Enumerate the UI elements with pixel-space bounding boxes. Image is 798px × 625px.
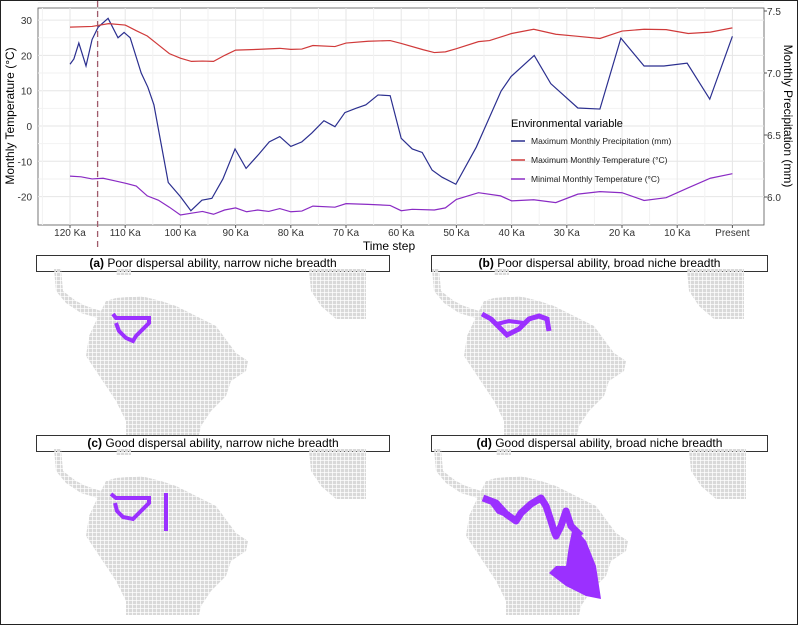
x-tick-label: 70 Ka <box>333 228 360 239</box>
series-line-1 <box>69 23 733 63</box>
map-d <box>434 449 746 615</box>
range-c <box>109 492 151 522</box>
panel-letter: (d) <box>476 436 492 450</box>
map-b <box>432 269 744 435</box>
panel-title-a: (a) Poor dispersal ability, narrow niche… <box>36 255 390 272</box>
map-c <box>54 449 366 615</box>
y-right-tick-label: 6.5 <box>767 131 781 142</box>
legend-label-1: Maximum Monthly Temperature (°C) <box>531 155 668 165</box>
y-right-tick-label: 6.0 <box>767 193 781 204</box>
range-d-body <box>549 526 601 599</box>
x-tick-label: 80 Ka <box>278 228 305 239</box>
y-tick-label: -10 <box>18 157 33 168</box>
panel-caption: Poor dispersal ability, broad niche brea… <box>493 256 721 270</box>
y-axis-right-title: Monthly Precipitation (mm) <box>781 45 795 188</box>
panel-letter: (b) <box>478 256 494 270</box>
panel-caption: Poor dispersal ability, narrow niche bre… <box>104 256 337 270</box>
panel-letter: (c) <box>87 436 103 450</box>
x-tick-label: 110 Ka <box>110 228 141 239</box>
x-tick-label: 10 Ka <box>664 228 691 239</box>
y-tick-label: 20 <box>21 51 33 62</box>
legend-label-0: Maximum Monthly Precipitation (mm) <box>531 136 671 146</box>
x-axis-title: Time step <box>363 239 416 253</box>
x-tick-label: 100 Ka <box>165 228 197 239</box>
y-tick-label: -20 <box>18 193 33 204</box>
y-tick-label: 30 <box>21 16 33 27</box>
x-tick-label: 40 Ka <box>499 228 526 239</box>
panel-title-b: (b) Poor dispersal ability, broad niche … <box>431 255 768 272</box>
range-d-loop <box>490 501 511 518</box>
legend: Environmental variable Maximum Monthly P… <box>511 118 671 184</box>
y-tick-label: 0 <box>26 122 32 133</box>
x-tick-label: 120 Ka <box>54 228 86 239</box>
x-tick-label: Present <box>715 228 750 239</box>
range-b-inner <box>496 317 531 326</box>
panel-title-d: (d) Good dispersal ability, broad niche … <box>431 435 768 452</box>
y-axis-title: Monthly Temperature (°C) <box>3 47 17 184</box>
panel-title-c: (c) Good dispersal ability, narrow niche… <box>36 435 390 452</box>
range-d <box>481 494 584 540</box>
x-tick-label: 60 Ka <box>388 228 415 239</box>
range-a <box>111 312 151 344</box>
panel-caption: Good dispersal ability, narrow niche bre… <box>102 436 339 450</box>
series-line-0 <box>69 17 733 212</box>
series-line-2 <box>69 173 733 216</box>
x-tick-label: 30 Ka <box>554 228 581 239</box>
y-right-tick-label: 7.5 <box>767 7 781 18</box>
climate-chart: -20 -10 0 10 20 30 6.0 6.5 7.0 7.5 120 Ka 110 Ka 100… <box>3 1 795 253</box>
panel-caption: Good dispersal ability, broad niche brea… <box>491 436 723 450</box>
x-tick-label: 20 Ka <box>609 228 636 239</box>
y-right-tick-label: 7.0 <box>767 69 781 80</box>
legend-label-2: Minimal Monthly Temperature (°C) <box>531 174 660 184</box>
range-b <box>480 311 552 339</box>
panel-letter: (a) <box>89 256 105 270</box>
x-tick-label: 90 Ka <box>223 228 250 239</box>
legend-title: Environmental variable <box>511 118 623 130</box>
x-tick-label: 50 Ka <box>443 228 470 239</box>
y-tick-label: 10 <box>21 87 33 98</box>
map-a <box>54 269 366 435</box>
